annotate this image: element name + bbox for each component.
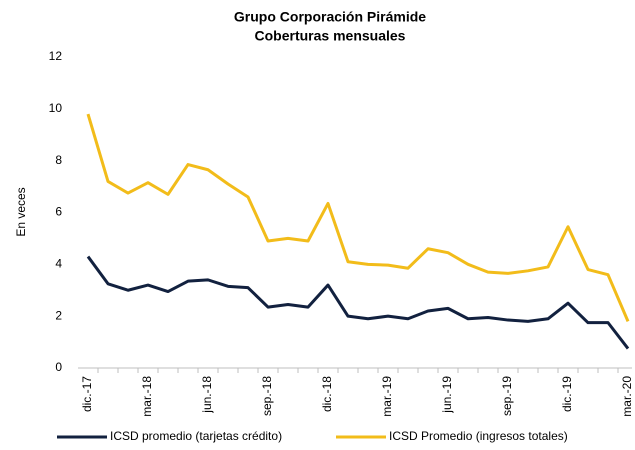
legend-label: ICSD promedio (tarjetas crédito): [110, 429, 282, 443]
y-tick-label: 6: [55, 205, 62, 219]
y-tick-label: 8: [55, 153, 62, 167]
x-tick-label: dic.-17: [80, 376, 94, 412]
y-tick-label: 12: [49, 49, 63, 63]
x-tick-label: mar.-18: [140, 376, 154, 417]
x-tick-label: sep.-18: [260, 376, 274, 416]
x-tick-label: dic.-19: [560, 376, 574, 412]
chart-title: Coberturas mensuales: [255, 28, 406, 44]
y-axis-label: En veces: [14, 187, 28, 236]
x-tick-label: mar.-20: [620, 376, 634, 417]
y-tick-label: 10: [49, 101, 63, 115]
x-tick-label: dic.-18: [320, 376, 334, 412]
x-tick-label: jun.-18: [200, 376, 214, 414]
y-tick-label: 2: [55, 308, 62, 322]
series-line: [86, 113, 630, 322]
y-tick-label: 4: [55, 257, 62, 271]
y-tick-label: 0: [55, 360, 62, 374]
chart-title: Grupo Corporación Pirámide: [234, 9, 426, 25]
x-tick-label: jun.-19: [440, 376, 454, 414]
series-line: [86, 255, 630, 350]
x-tick-label: sep.-19: [500, 376, 514, 416]
x-tick-label: mar.-19: [380, 376, 394, 417]
legend-label: ICSD Promedio (ingresos totales): [389, 429, 568, 443]
